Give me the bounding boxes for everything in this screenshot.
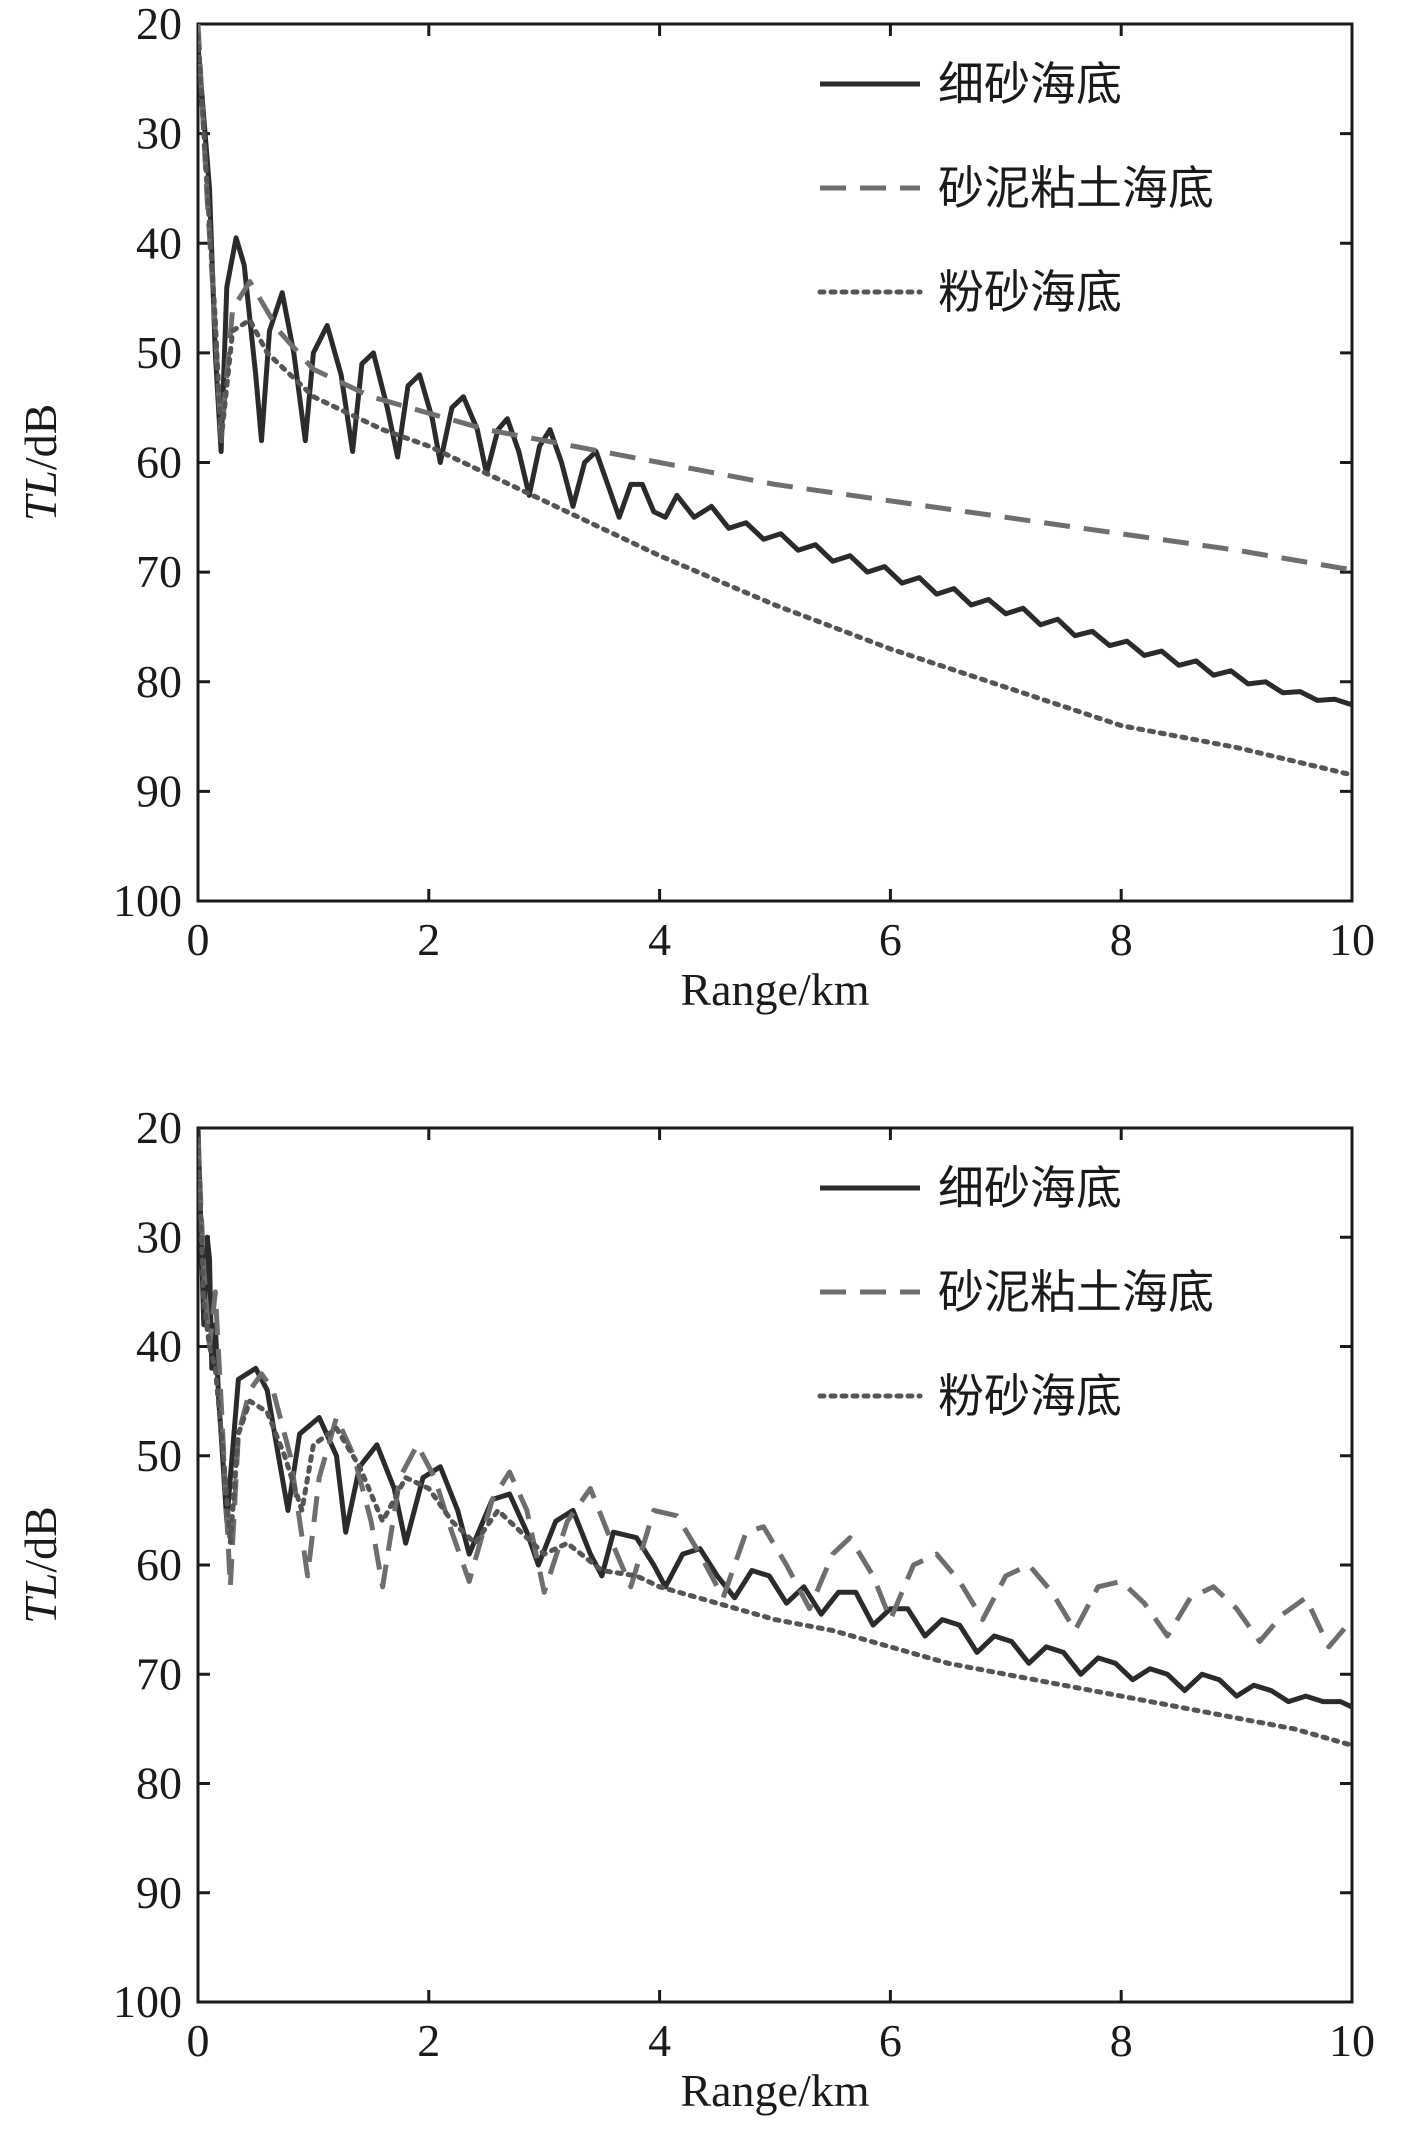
- x-tick-label: 6: [879, 914, 902, 965]
- y-tick-label: 100: [113, 875, 182, 926]
- legend-label-1: 细砂海底: [938, 1161, 1122, 1215]
- x-axis-label: Range/km: [680, 964, 869, 1015]
- y-tick-label: 90: [136, 765, 182, 816]
- y-tick-label: 70: [136, 1648, 182, 1699]
- x-axis-label: Range/km: [680, 2065, 869, 2116]
- plot-frame: [196, 1126, 1354, 2004]
- y-tick-label: 100: [113, 1976, 182, 2027]
- series-line-3: [198, 1136, 1352, 1748]
- series-line-2: [198, 1138, 1352, 1650]
- y-axis-label-var: TL: [15, 470, 66, 521]
- x-tick-label: 4: [648, 2015, 671, 2066]
- x-tick-label: 2: [417, 914, 440, 965]
- chart-top: 0 2 4 6 8 10 20 30 40 50 60 70 80 90 100 Range/km TL/dB 细…: [15, 0, 1375, 1015]
- legend-label-3: 粉砂海底: [938, 1369, 1122, 1423]
- legend-label-2: 砂泥粘土海底: [938, 1265, 1214, 1319]
- y-tick-label: 20: [136, 1102, 182, 1153]
- y-tick-label: 70: [136, 546, 182, 597]
- x-tick-label: 10: [1329, 2015, 1375, 2066]
- y-axis-label: TL/dB: [15, 1506, 66, 1624]
- y-tick-label: 40: [136, 1321, 182, 1372]
- x-tick-label: 0: [187, 914, 210, 965]
- y-axis-label-unit: /dB: [15, 1506, 66, 1572]
- y-axis-label: TL/dB: [15, 404, 66, 522]
- y-tick-label: 60: [136, 1539, 182, 1590]
- y-tick-label: 30: [136, 1211, 182, 1262]
- x-tick-label: 8: [1110, 2015, 1133, 2066]
- y-tick-label: 30: [136, 108, 182, 159]
- series-line-3: [198, 32, 1352, 778]
- y-tick-label: 80: [136, 1758, 182, 1809]
- series-line-2: [198, 24, 1352, 573]
- legend-label-1: 细砂海底: [938, 57, 1122, 111]
- x-tick-label: 0: [187, 2015, 210, 2066]
- y-tick-label: 50: [136, 1430, 182, 1481]
- y-tick-label: 90: [136, 1867, 182, 1918]
- y-tick-label: 20: [136, 0, 182, 49]
- y-axis-label-var: TL: [15, 1573, 66, 1624]
- x-tick-label: 6: [879, 2015, 902, 2066]
- series-line-1: [198, 45, 1352, 708]
- x-tick-label: 2: [417, 2015, 440, 2066]
- legend-label-3: 粉砂海底: [938, 265, 1122, 319]
- plot-frame: [196, 22, 1354, 903]
- y-tick-label: 50: [136, 327, 182, 378]
- y-tick-label: 40: [136, 217, 182, 268]
- x-tick-label: 8: [1110, 914, 1133, 965]
- x-tick-label: 4: [648, 914, 671, 965]
- x-tick-label: 10: [1329, 914, 1375, 965]
- legend-label-2: 砂泥粘土海底: [938, 161, 1214, 215]
- y-tick-label: 80: [136, 656, 182, 707]
- series-line-1: [198, 1128, 1352, 1710]
- chart-bottom: 0 2 4 6 8 10 20 30 40 50 60 70 80 90 100 Range/km TL/dB 细…: [15, 1102, 1375, 2116]
- y-tick-label: 60: [136, 437, 182, 488]
- y-axis-label-unit: /dB: [15, 404, 66, 470]
